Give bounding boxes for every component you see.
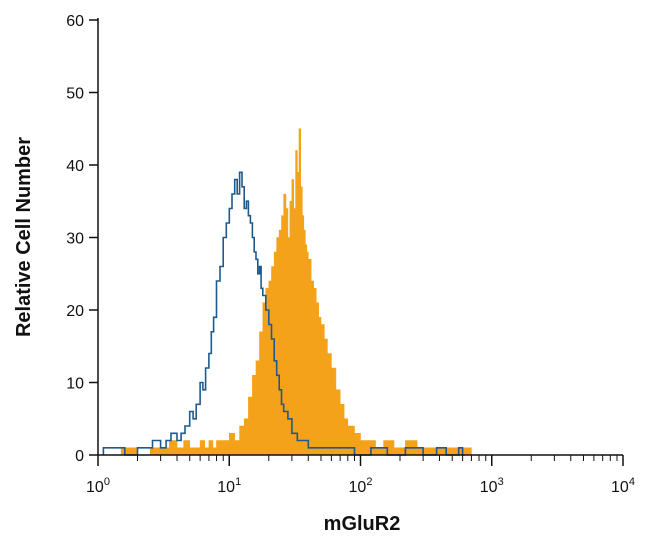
- y-tick-label: 20: [66, 303, 84, 320]
- y-axis-title: Relative Cell Number: [13, 137, 35, 337]
- outline-histogram-series: [102, 171, 465, 456]
- y-tick-label: 30: [66, 231, 84, 248]
- y-tick-label: 50: [66, 86, 84, 103]
- axes: [89, 18, 624, 466]
- x-tick-label: 100: [86, 476, 110, 496]
- x-tick-label: 103: [480, 476, 504, 496]
- histogram-outline-series-1: [102, 171, 465, 456]
- x-axis-title: mGluR2: [324, 513, 401, 535]
- filled-histogram-series: [108, 128, 474, 456]
- y-tick-label: 40: [66, 158, 84, 175]
- tick-labels: 0 10 20 30 40 50 60 100 101 102 103 104: [66, 13, 635, 496]
- x-tick-label: 102: [349, 476, 373, 496]
- histogram-fill-series-0: [108, 128, 474, 456]
- x-tick-label: 101: [217, 476, 241, 496]
- x-tick-label: 104: [611, 476, 635, 496]
- y-tick-label: 10: [66, 376, 84, 393]
- y-tick-label: 0: [75, 448, 84, 465]
- y-tick-label: 60: [66, 13, 84, 30]
